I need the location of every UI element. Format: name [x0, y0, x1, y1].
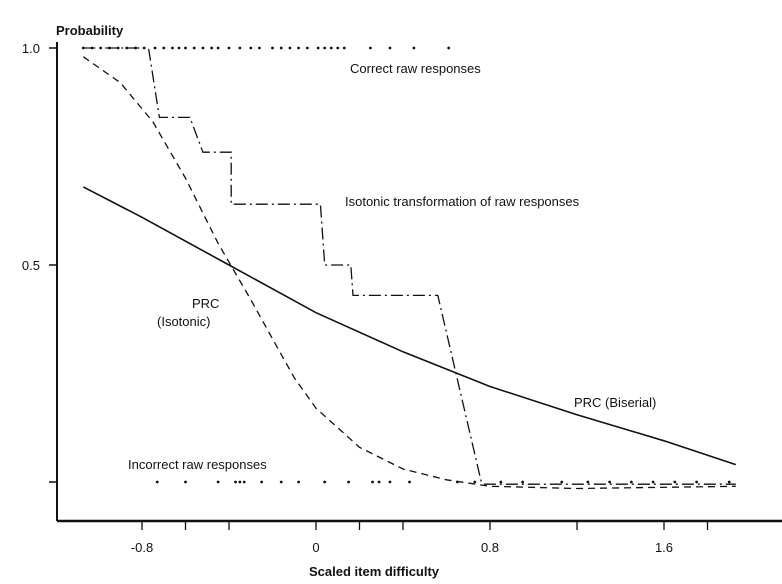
correct-response-dot — [388, 46, 392, 50]
incorrect-response-dot — [260, 480, 264, 484]
x-tick-label-1: 0 — [312, 540, 319, 555]
correct-response-dot — [125, 46, 129, 50]
correct-response-dot — [412, 46, 416, 50]
incorrect-response-dot — [608, 480, 612, 484]
correct-raw-responses-dots — [81, 46, 451, 50]
x-tick-label-2: 0.8 — [481, 540, 499, 555]
correct-response-dot — [177, 46, 181, 50]
incorrect-response-dot — [673, 480, 677, 484]
incorrect-response-dot — [155, 480, 159, 484]
correct-response-dot — [162, 46, 166, 50]
correct-response-dot — [249, 46, 253, 50]
correct-response-dot — [297, 46, 300, 50]
annotation-incorrect-raw-responses: Incorrect raw responses — [128, 457, 267, 472]
incorrect-response-dot — [499, 480, 503, 484]
correct-response-dot — [329, 46, 333, 50]
incorrect-response-dot — [408, 480, 411, 484]
incorrect-response-dot — [279, 480, 283, 484]
incorrect-response-dot — [455, 480, 459, 484]
y-tick-label-1: 0.5 — [22, 258, 40, 273]
incorrect-response-dot — [586, 480, 590, 484]
incorrect-response-dot — [216, 480, 220, 484]
correct-response-dot — [258, 46, 261, 50]
correct-response-dot — [99, 46, 103, 50]
correct-response-dot — [134, 46, 137, 50]
series-line-prc-biserial — [82, 186, 737, 466]
correct-response-dot — [184, 46, 187, 50]
correct-response-dot — [323, 46, 327, 50]
correct-response-dot — [316, 46, 320, 50]
incorrect-response-dot — [323, 480, 327, 484]
series-line-isotonic-transformation — [83, 47, 736, 485]
x-tick-label-3: 1.6 — [655, 540, 673, 555]
correct-response-dot — [116, 46, 120, 50]
correct-response-dot — [201, 46, 205, 50]
incorrect-response-dot — [242, 480, 246, 484]
correct-response-dot — [279, 46, 283, 50]
incorrect-response-dot — [651, 480, 655, 484]
y-tick-label-0: 1.0 — [22, 41, 40, 56]
incorrect-response-dot — [727, 480, 731, 484]
correct-response-dot — [171, 46, 174, 50]
correct-response-dot — [107, 46, 111, 50]
correct-response-dot — [210, 46, 214, 50]
incorrect-response-dot — [521, 480, 525, 484]
incorrect-response-dot — [629, 480, 633, 484]
incorrect-response-dot — [560, 480, 564, 484]
incorrect-raw-responses-dots — [155, 480, 731, 484]
correct-response-dot — [342, 46, 346, 50]
correct-response-dot — [238, 46, 242, 50]
incorrect-response-dot — [371, 480, 374, 484]
y-axis-title: Probability — [56, 23, 124, 38]
incorrect-response-dot — [377, 480, 381, 484]
x-axis-title: Scaled item difficulty — [309, 564, 440, 579]
correct-response-dot — [153, 46, 157, 50]
annotation-correct-raw-responses: Correct raw responses — [350, 61, 481, 76]
incorrect-response-dot — [388, 480, 392, 484]
incorrect-response-dot — [473, 480, 477, 484]
annotation-isotonic-transformation: Isotonic transformation of raw responses — [345, 194, 580, 209]
series-line-prc-isotonic — [82, 56, 736, 490]
correct-response-dot — [227, 46, 231, 50]
incorrect-response-dot — [347, 480, 351, 484]
correct-response-dot — [336, 46, 340, 50]
incorrect-response-dot — [297, 480, 300, 484]
incorrect-response-dot — [238, 480, 242, 484]
correct-response-dot — [81, 46, 85, 50]
incorrect-response-dot — [234, 480, 237, 484]
x-tick-label-0: -0.8 — [131, 540, 153, 555]
y-ticks: 1.0 0.5 — [22, 41, 57, 483]
correct-response-dot — [216, 46, 220, 50]
correct-response-dot — [192, 46, 196, 50]
incorrect-response-dot — [695, 480, 699, 484]
annotation-prc-isotonic-1: PRC — [192, 296, 219, 311]
annotation-prc-biserial: PRC (Biserial) — [574, 395, 656, 410]
correct-response-dot — [447, 46, 451, 50]
correct-response-dot — [142, 46, 146, 50]
annotation-prc-isotonic-2: (Isotonic) — [157, 314, 210, 329]
x-ticks: -0.8 0 0.8 1.6 — [131, 521, 709, 555]
correct-response-dot — [288, 46, 292, 50]
correct-response-dot — [90, 46, 94, 50]
correct-response-dot — [271, 46, 274, 50]
incorrect-response-dot — [184, 480, 187, 484]
correct-response-dot — [368, 46, 372, 50]
correct-response-dot — [305, 46, 309, 50]
